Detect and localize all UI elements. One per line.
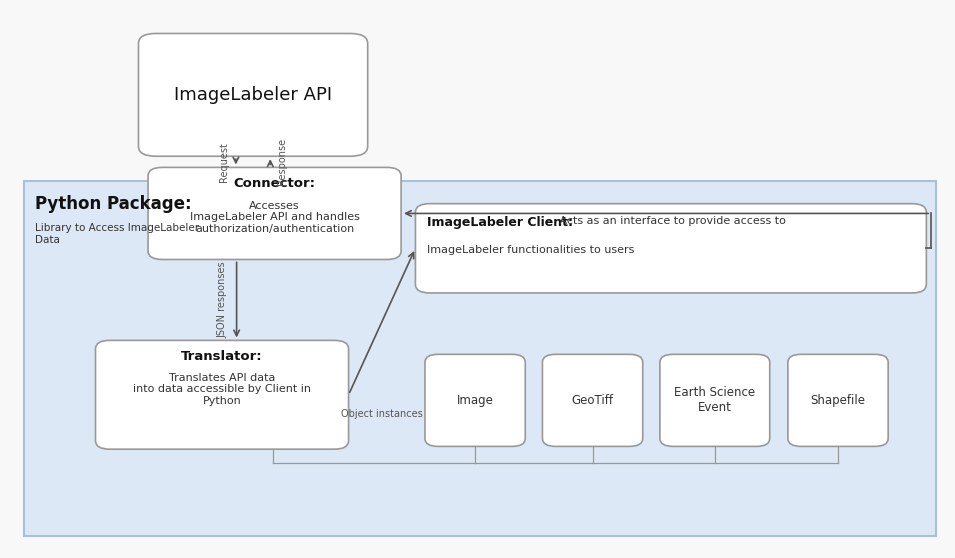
- Text: Accesses
ImageLabeler API and handles
authorization/authentication: Accesses ImageLabeler API and handles au…: [190, 201, 359, 234]
- FancyBboxPatch shape: [788, 354, 888, 446]
- Text: Connector:: Connector:: [234, 177, 315, 190]
- Text: Earth Science
Event: Earth Science Event: [674, 386, 755, 415]
- Text: Translates API data
into data accessible by Client in
Python: Translates API data into data accessible…: [133, 373, 311, 406]
- Text: Object instances: Object instances: [341, 410, 423, 419]
- Text: Image: Image: [456, 394, 494, 407]
- Text: Request: Request: [220, 142, 229, 182]
- FancyBboxPatch shape: [425, 354, 525, 446]
- Text: Shapefile: Shapefile: [811, 394, 865, 407]
- Text: ImageLabeler API: ImageLabeler API: [174, 86, 332, 104]
- Text: ImageLabeler Client:: ImageLabeler Client:: [427, 216, 573, 229]
- FancyBboxPatch shape: [96, 340, 349, 449]
- Text: Acts as an interface to provide access to: Acts as an interface to provide access t…: [556, 216, 786, 226]
- Text: Translator:: Translator:: [181, 350, 263, 363]
- Text: GeoTiff: GeoTiff: [572, 394, 613, 407]
- FancyBboxPatch shape: [138, 33, 368, 156]
- FancyBboxPatch shape: [148, 167, 401, 259]
- FancyBboxPatch shape: [660, 354, 770, 446]
- Text: ImageLabeler functionalities to users: ImageLabeler functionalities to users: [427, 245, 634, 255]
- Text: Response: Response: [277, 138, 286, 185]
- Text: Library to Access ImageLabeler
Data: Library to Access ImageLabeler Data: [35, 223, 200, 245]
- FancyBboxPatch shape: [415, 204, 926, 293]
- FancyBboxPatch shape: [542, 354, 643, 446]
- Text: JSON responses: JSON responses: [218, 262, 227, 338]
- Bar: [24, 181, 936, 536]
- Text: Python Package:: Python Package:: [35, 195, 192, 213]
